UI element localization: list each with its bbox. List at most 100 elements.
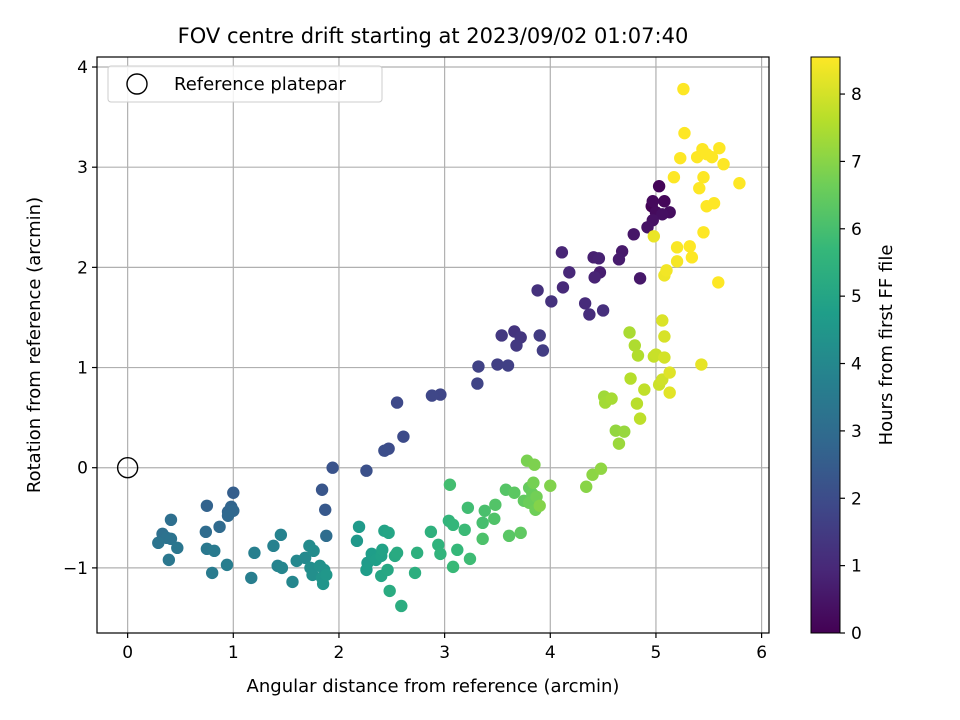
data-point xyxy=(633,272,647,285)
legend-box xyxy=(107,65,383,103)
grid-lines xyxy=(97,57,769,633)
x-tick-label: 5 xyxy=(651,643,662,663)
data-point xyxy=(461,501,475,514)
x-tick-label: 6 xyxy=(756,643,767,663)
data-point xyxy=(733,177,746,190)
data-point xyxy=(495,329,508,342)
data-point xyxy=(624,372,637,385)
data-point xyxy=(580,480,593,493)
data-point xyxy=(623,326,636,339)
data-point xyxy=(446,560,460,574)
data-point xyxy=(510,339,523,352)
data-point xyxy=(326,461,339,474)
data-point xyxy=(594,462,608,475)
data-point xyxy=(630,397,644,410)
data-point xyxy=(463,552,477,566)
data-point xyxy=(424,525,438,539)
data-point xyxy=(514,526,527,540)
data-point xyxy=(670,241,684,254)
data-point xyxy=(533,329,546,342)
data-point xyxy=(267,539,280,553)
data-point xyxy=(200,499,214,512)
data-point xyxy=(627,228,640,241)
data-point xyxy=(476,532,489,546)
data-point xyxy=(670,255,684,268)
data-point xyxy=(628,339,642,352)
data-point xyxy=(536,344,550,357)
data-point xyxy=(478,504,491,517)
data-point xyxy=(555,246,569,259)
data-point xyxy=(382,526,395,540)
data-point xyxy=(205,566,219,580)
x-axis-ticks: 0 1 2 3 4 5 6 xyxy=(122,633,767,663)
data-point xyxy=(434,547,447,561)
data-point xyxy=(395,599,408,613)
data-point xyxy=(528,458,541,471)
data-point xyxy=(544,479,557,492)
data-point xyxy=(592,252,606,265)
data-point xyxy=(352,520,366,534)
data-point xyxy=(472,360,485,373)
data-point xyxy=(221,509,235,522)
data-point xyxy=(652,180,666,193)
data-point xyxy=(443,478,457,491)
data-point xyxy=(647,230,661,243)
data-point xyxy=(307,544,320,558)
data-points xyxy=(152,82,746,613)
data-point xyxy=(618,425,631,438)
y-tick-label: 3 xyxy=(77,158,88,178)
data-point xyxy=(378,444,391,457)
data-point xyxy=(641,221,654,234)
data-point xyxy=(693,182,706,195)
data-point xyxy=(633,412,647,425)
data-point xyxy=(425,389,439,402)
data-point xyxy=(227,486,240,499)
reference-platepar-marker xyxy=(116,457,139,479)
data-point xyxy=(489,498,502,511)
data-point xyxy=(306,568,319,582)
legend-entry-reference: Reference platepar xyxy=(174,74,346,95)
data-point xyxy=(286,575,299,589)
colorbar-label: Hours from first FF file xyxy=(876,245,897,446)
data-point xyxy=(410,546,424,560)
data-point xyxy=(556,281,570,294)
data-point xyxy=(527,476,540,489)
data-point xyxy=(545,295,558,308)
data-point xyxy=(596,304,610,317)
data-point xyxy=(563,266,576,279)
colorbar-tick-label: 2 xyxy=(851,489,862,509)
data-point xyxy=(320,529,333,543)
data-point xyxy=(646,195,659,208)
data-point xyxy=(274,528,288,542)
colorbar-tick-label: 5 xyxy=(851,287,862,307)
legend-reference-marker xyxy=(126,73,148,95)
data-point xyxy=(660,264,673,277)
y-tick-label: 1 xyxy=(77,359,88,379)
y-tick-label: 2 xyxy=(77,258,88,278)
data-point xyxy=(315,483,329,496)
data-point xyxy=(164,513,178,527)
data-point xyxy=(248,546,261,560)
data-point xyxy=(712,276,725,289)
plot-frame xyxy=(96,56,770,634)
data-point xyxy=(408,566,422,580)
y-axis-ticks: −1 0 1 2 3 4 xyxy=(63,58,97,579)
data-point xyxy=(638,383,651,396)
data-point xyxy=(162,553,176,567)
colorbar-tick-label: 8 xyxy=(851,85,862,105)
data-point xyxy=(491,358,504,371)
data-point xyxy=(350,534,364,548)
data-point xyxy=(502,529,516,543)
data-point xyxy=(697,171,710,184)
colorbar-tick-label: 0 xyxy=(851,624,862,644)
data-point xyxy=(476,516,489,530)
data-point xyxy=(588,271,601,284)
data-point xyxy=(390,546,404,560)
data-point xyxy=(383,584,396,598)
data-point xyxy=(677,82,690,96)
data-point xyxy=(245,571,258,585)
colorbar-tick-label: 4 xyxy=(851,355,862,375)
data-point xyxy=(164,532,178,546)
data-point xyxy=(658,195,671,208)
data-point xyxy=(612,253,626,266)
